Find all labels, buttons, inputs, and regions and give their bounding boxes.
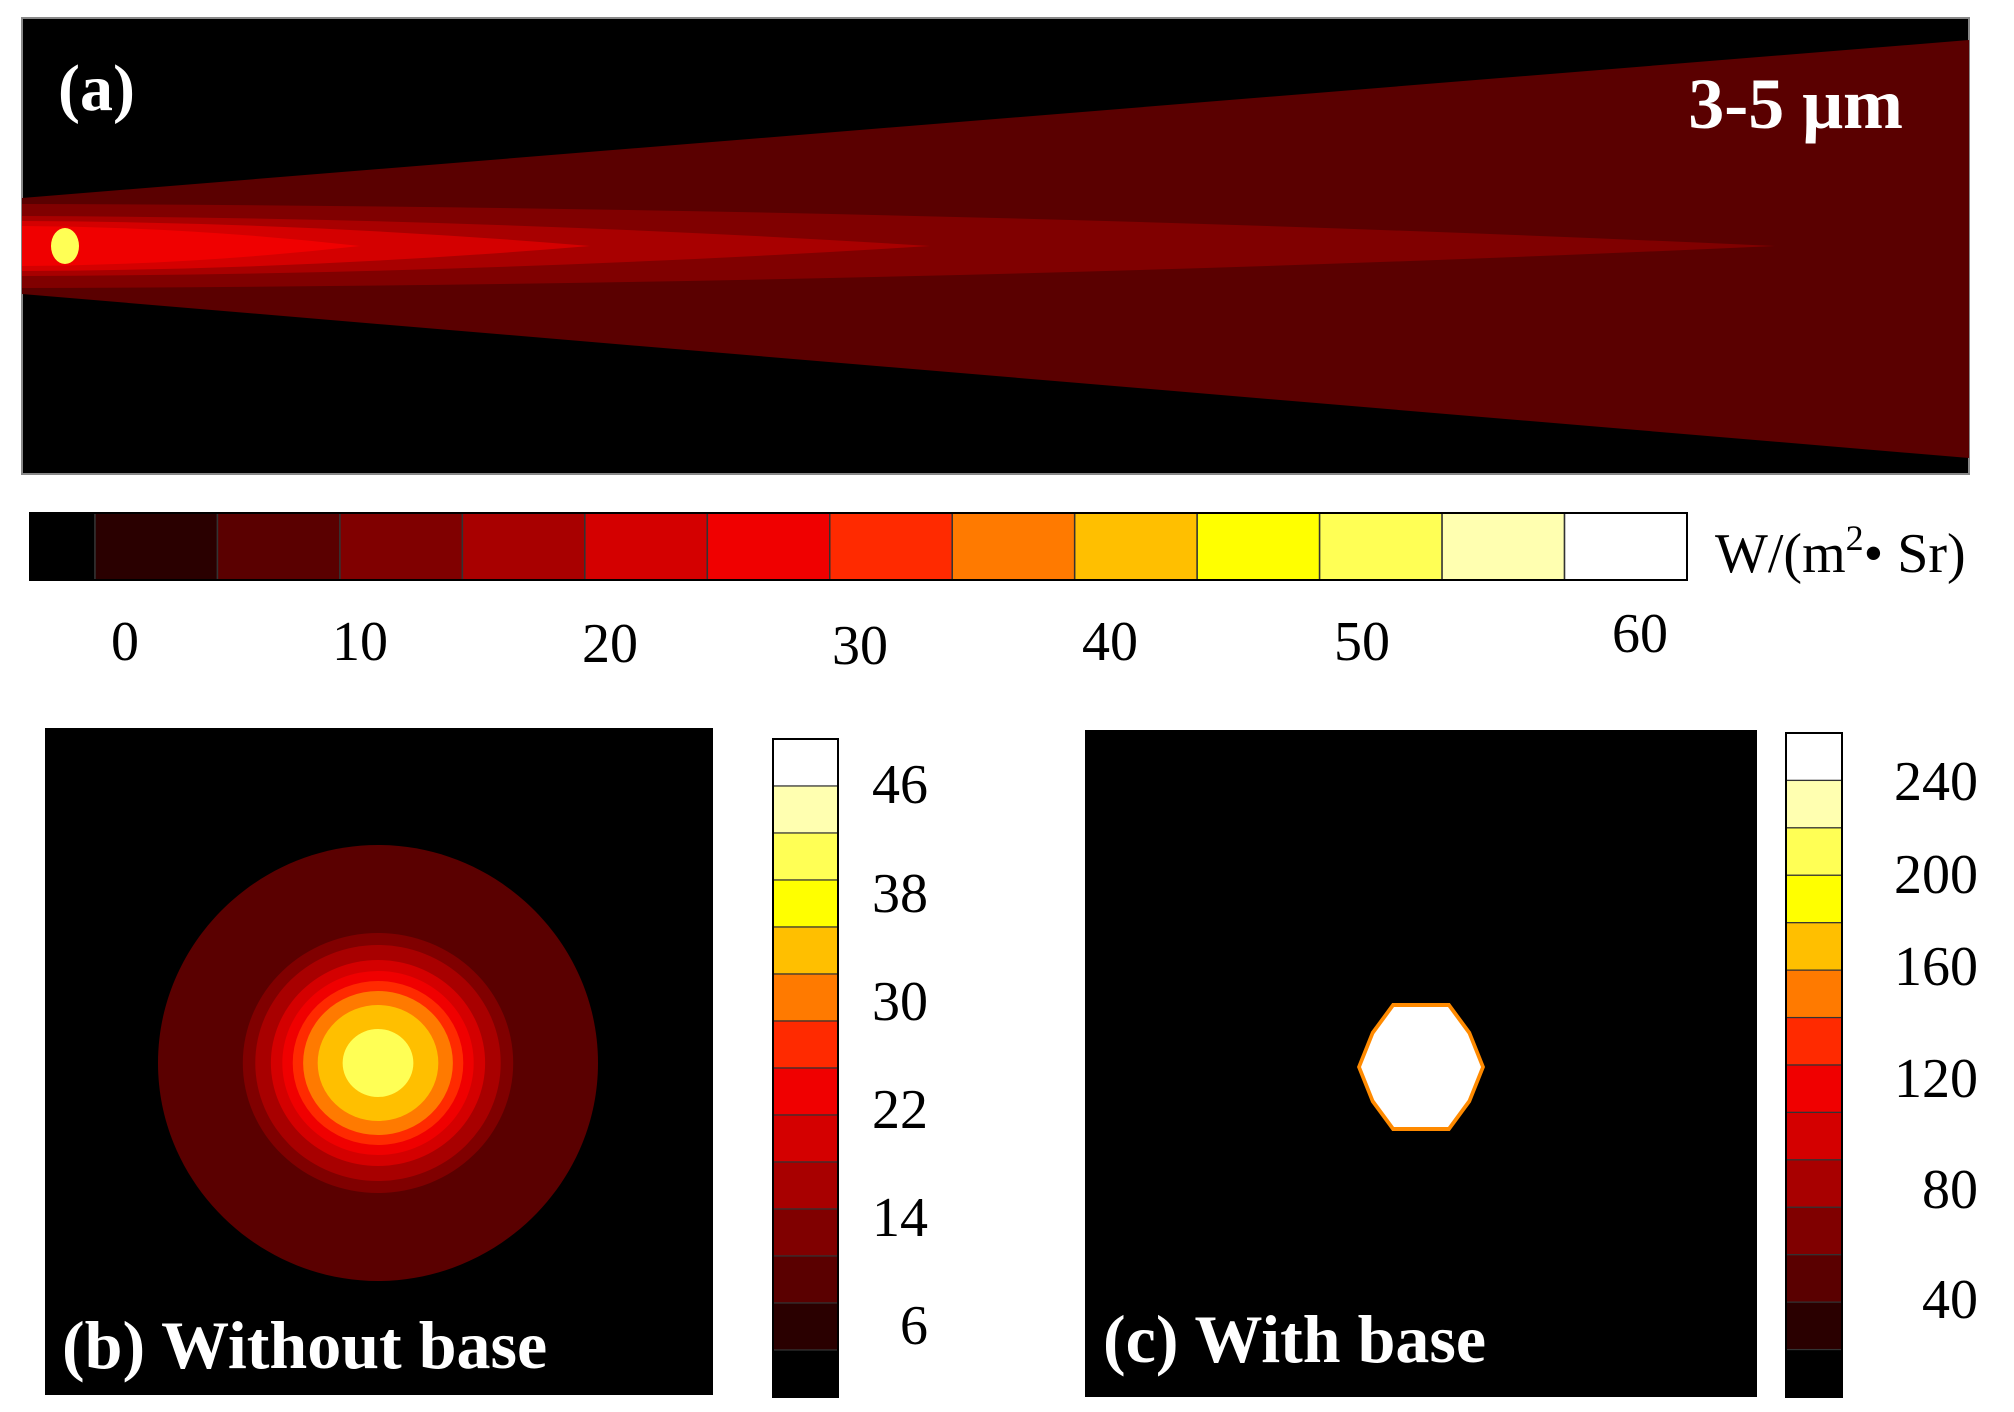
colorbar-cell — [772, 1255, 839, 1304]
colorbar-cell — [29, 512, 96, 581]
colorbar-c-ticks: 240 200 160 120 80 40 — [1894, 751, 1978, 1331]
colorbar-cell — [772, 1161, 839, 1210]
panel-c: (c) With base — [1085, 730, 1757, 1397]
colorbar-c: 240 200 160 120 80 40 — [1785, 732, 1978, 1398]
unit-tail: • Sr) — [1864, 523, 1966, 585]
colorbar-tick-label: 22 — [872, 1079, 928, 1141]
colorbar-cell — [1785, 1064, 1843, 1114]
plume-contour — [22, 226, 360, 266]
colorbar-cell — [1785, 1301, 1843, 1351]
plume-hot-spot — [197, 234, 213, 258]
plume-layers — [22, 40, 1969, 458]
colorbar-cell — [1441, 512, 1566, 581]
colorbar-a-unit: W/(m2• Sr) — [1715, 518, 1966, 585]
panel-c-spot — [1357, 1003, 1485, 1131]
colorbar-tick-label: 40 — [1922, 1269, 1978, 1331]
panel-c-label: (c) With base — [1103, 1301, 1486, 1377]
colorbar-b: 46 38 30 22 14 6 — [772, 738, 928, 1398]
colorbar-tick-label: 240 — [1894, 751, 1978, 813]
colorbar-cell — [1785, 779, 1843, 829]
colorbar-tick-label: 0 — [111, 611, 139, 673]
colorbar-tick-label: 14 — [872, 1187, 928, 1249]
colorbar-tick-label: 80 — [1922, 1159, 1978, 1221]
colorbar-cell — [951, 512, 1076, 581]
colorbar-cell — [461, 512, 586, 581]
plume-hot-spot — [51, 228, 79, 264]
colorbar-tick-label: 200 — [1894, 844, 1978, 906]
colorbar-cell — [1785, 1111, 1843, 1161]
colorbar-c-cells — [1785, 732, 1843, 1398]
plume-hot-spot — [130, 232, 150, 260]
colorbar-cell — [772, 1067, 839, 1116]
colorbar-b-cells — [772, 738, 839, 1398]
colorbar-cell — [772, 1020, 839, 1069]
unit-superscript: 2 — [1846, 518, 1864, 558]
colorbar-cell — [772, 785, 839, 834]
colorbar-tick-label: 46 — [872, 754, 928, 816]
colorbar-cell — [1785, 1159, 1843, 1208]
colorbar-cell — [772, 738, 839, 787]
colorbar-tick-label: 20 — [582, 613, 638, 675]
colorbar-cell — [772, 973, 839, 1022]
panel-b-label: (b) Without base — [62, 1307, 547, 1383]
colorbar-a: 0 10 20 30 40 50 60 W/(m2• Sr) — [29, 512, 1966, 677]
colorbar-cell — [706, 512, 831, 581]
colorbar-cell — [1196, 512, 1321, 581]
colorbar-cell — [772, 832, 839, 881]
colorbar-tick-label: 30 — [872, 971, 928, 1033]
colorbar-cell — [584, 512, 709, 581]
colorbar-tick-label: 6 — [900, 1295, 928, 1357]
colorbar-tick-label: 10 — [332, 611, 388, 673]
colorbar-cell — [1785, 1206, 1843, 1256]
colorbar-a-ticks: 0 10 20 30 40 50 60 — [111, 603, 1668, 677]
colorbar-cell — [772, 1349, 839, 1398]
colorbar-tick-label: 30 — [832, 615, 888, 677]
colorbar-cell — [772, 879, 839, 928]
colorbar-b-ticks: 46 38 30 22 14 6 — [872, 754, 928, 1357]
colorbar-cell — [1785, 922, 1843, 971]
colorbar-cell — [772, 1114, 839, 1163]
colorbar-tick-label: 120 — [1894, 1048, 1978, 1110]
unit-base: W/(m — [1715, 523, 1846, 585]
panel-b-rings — [158, 845, 598, 1281]
colorbar-cell — [1073, 512, 1198, 581]
colorbar-cell — [1785, 827, 1843, 876]
colorbar-cell — [1785, 874, 1843, 924]
colorbar-cell — [216, 512, 341, 581]
panel-a-label: (a) — [58, 52, 135, 125]
colorbar-cell — [94, 512, 219, 581]
colorbar-tick-label: 40 — [1082, 611, 1138, 673]
colorbar-cell — [772, 926, 839, 975]
colorbar-cell — [1785, 732, 1843, 782]
colorbar-cell — [1563, 512, 1688, 581]
colorbar-tick-label: 38 — [872, 863, 928, 925]
panel-b: (b) Without base — [45, 728, 713, 1395]
colorbar-cell — [772, 1208, 839, 1257]
colorbar-a-cells — [29, 512, 1688, 581]
colorbar-tick-label: 60 — [1612, 603, 1668, 665]
colorbar-cell — [339, 512, 464, 581]
colorbar-tick-label: 50 — [1334, 611, 1390, 673]
wavelength-annotation: 3-5 μm — [1688, 64, 1903, 144]
colorbar-cell — [1785, 1016, 1843, 1066]
panel-a: (a) 3-5 μm — [21, 17, 1970, 475]
ring-contour — [342, 1029, 414, 1097]
colorbar-cell — [772, 1302, 839, 1351]
colorbar-cell — [1785, 1254, 1843, 1303]
colorbar-cell — [829, 512, 953, 581]
colorbar-tick-label: 160 — [1894, 936, 1978, 998]
colorbar-cell — [1785, 1348, 1843, 1398]
spot-core — [1361, 1007, 1481, 1127]
colorbar-cell — [1318, 512, 1443, 581]
colorbar-cell — [1785, 969, 1843, 1019]
